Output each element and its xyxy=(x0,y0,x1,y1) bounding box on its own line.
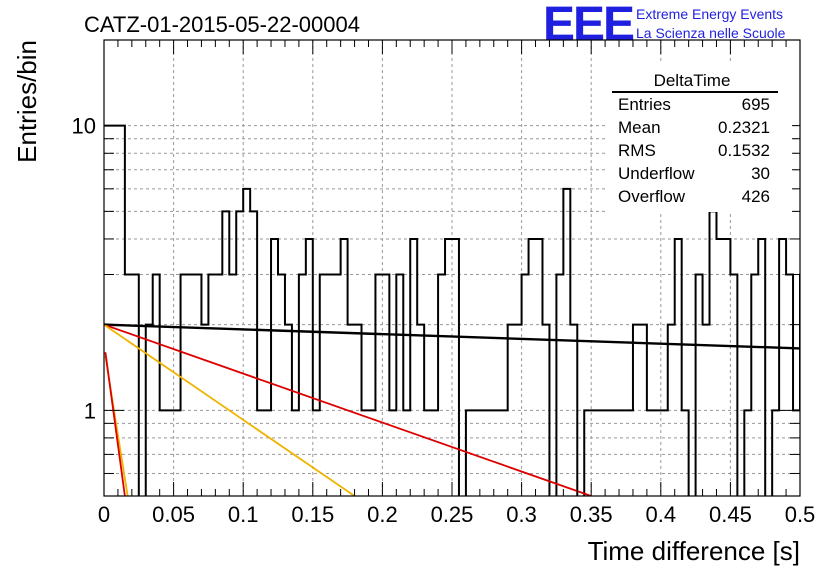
y-tick-label: 1 xyxy=(84,398,96,423)
y-axis-title: Entries/bin xyxy=(12,40,42,163)
stats-row-label: RMS xyxy=(618,141,656,160)
logo-line-1: Extreme Energy Events xyxy=(636,6,783,22)
chart-title: CATZ-01-2015-05-22-00004 xyxy=(84,12,360,37)
stats-row-label: Entries xyxy=(618,95,671,114)
fit-line xyxy=(104,352,126,496)
x-tick-label: 0.45 xyxy=(709,502,752,527)
stats-row-label: Underflow xyxy=(618,164,695,183)
stats-row-value: 0.2321 xyxy=(718,118,770,137)
histogram-steps xyxy=(104,124,800,496)
stats-row-value: 30 xyxy=(751,164,770,183)
y-tick-labels: 1 10 xyxy=(72,114,96,424)
fit-line xyxy=(104,323,800,350)
y-tick-label: 10 xyxy=(72,114,96,139)
x-tick-label: 0.05 xyxy=(152,502,195,527)
x-tick-label: 0.35 xyxy=(570,502,613,527)
logo-line-2: La Scienza nelle Scuole xyxy=(636,25,786,41)
histogram-step-line xyxy=(104,124,800,496)
x-tick-label: 0.15 xyxy=(291,502,334,527)
stats-row-value: 695 xyxy=(742,95,770,114)
stats-row-value: 0.1532 xyxy=(718,141,770,160)
x-tick-label: 0.5 xyxy=(785,502,816,527)
x-tick-labels: 0 0.05 0.1 0.15 0.2 0.25 0.3 0.35 0.4 0.45 0.5 xyxy=(98,502,815,527)
x-tick-label: 0 xyxy=(98,502,110,527)
stats-box: DeltaTime Entries 695 Mean 0.2321 RMS 0.1532 U… xyxy=(606,64,792,212)
x-tick-label: 0.2 xyxy=(367,502,398,527)
stats-row-label: Overflow xyxy=(618,187,686,206)
fit-line xyxy=(104,323,356,496)
eee-logo: EEE Extreme Energy Events La Scienza nel… xyxy=(543,0,786,51)
stats-box-rows: Entries 695 Mean 0.2321 RMS 0.1532 Underflow 30… xyxy=(618,95,770,206)
x-tick-label: 0.25 xyxy=(431,502,474,527)
stats-box-title: DeltaTime xyxy=(654,71,731,90)
fit-line xyxy=(104,323,592,496)
fit-lines xyxy=(104,323,800,496)
stats-row-value: 426 xyxy=(742,187,770,206)
x-tick-label: 0.1 xyxy=(228,502,259,527)
x-tick-label: 0.3 xyxy=(506,502,537,527)
x-tick-label: 0.4 xyxy=(646,502,677,527)
stats-box-background xyxy=(606,64,792,212)
axis-ticks xyxy=(103,39,801,497)
stats-row-label: Mean xyxy=(618,118,661,137)
x-axis-title: Time difference [s] xyxy=(588,536,800,566)
logo-mark: EEE xyxy=(543,0,634,51)
